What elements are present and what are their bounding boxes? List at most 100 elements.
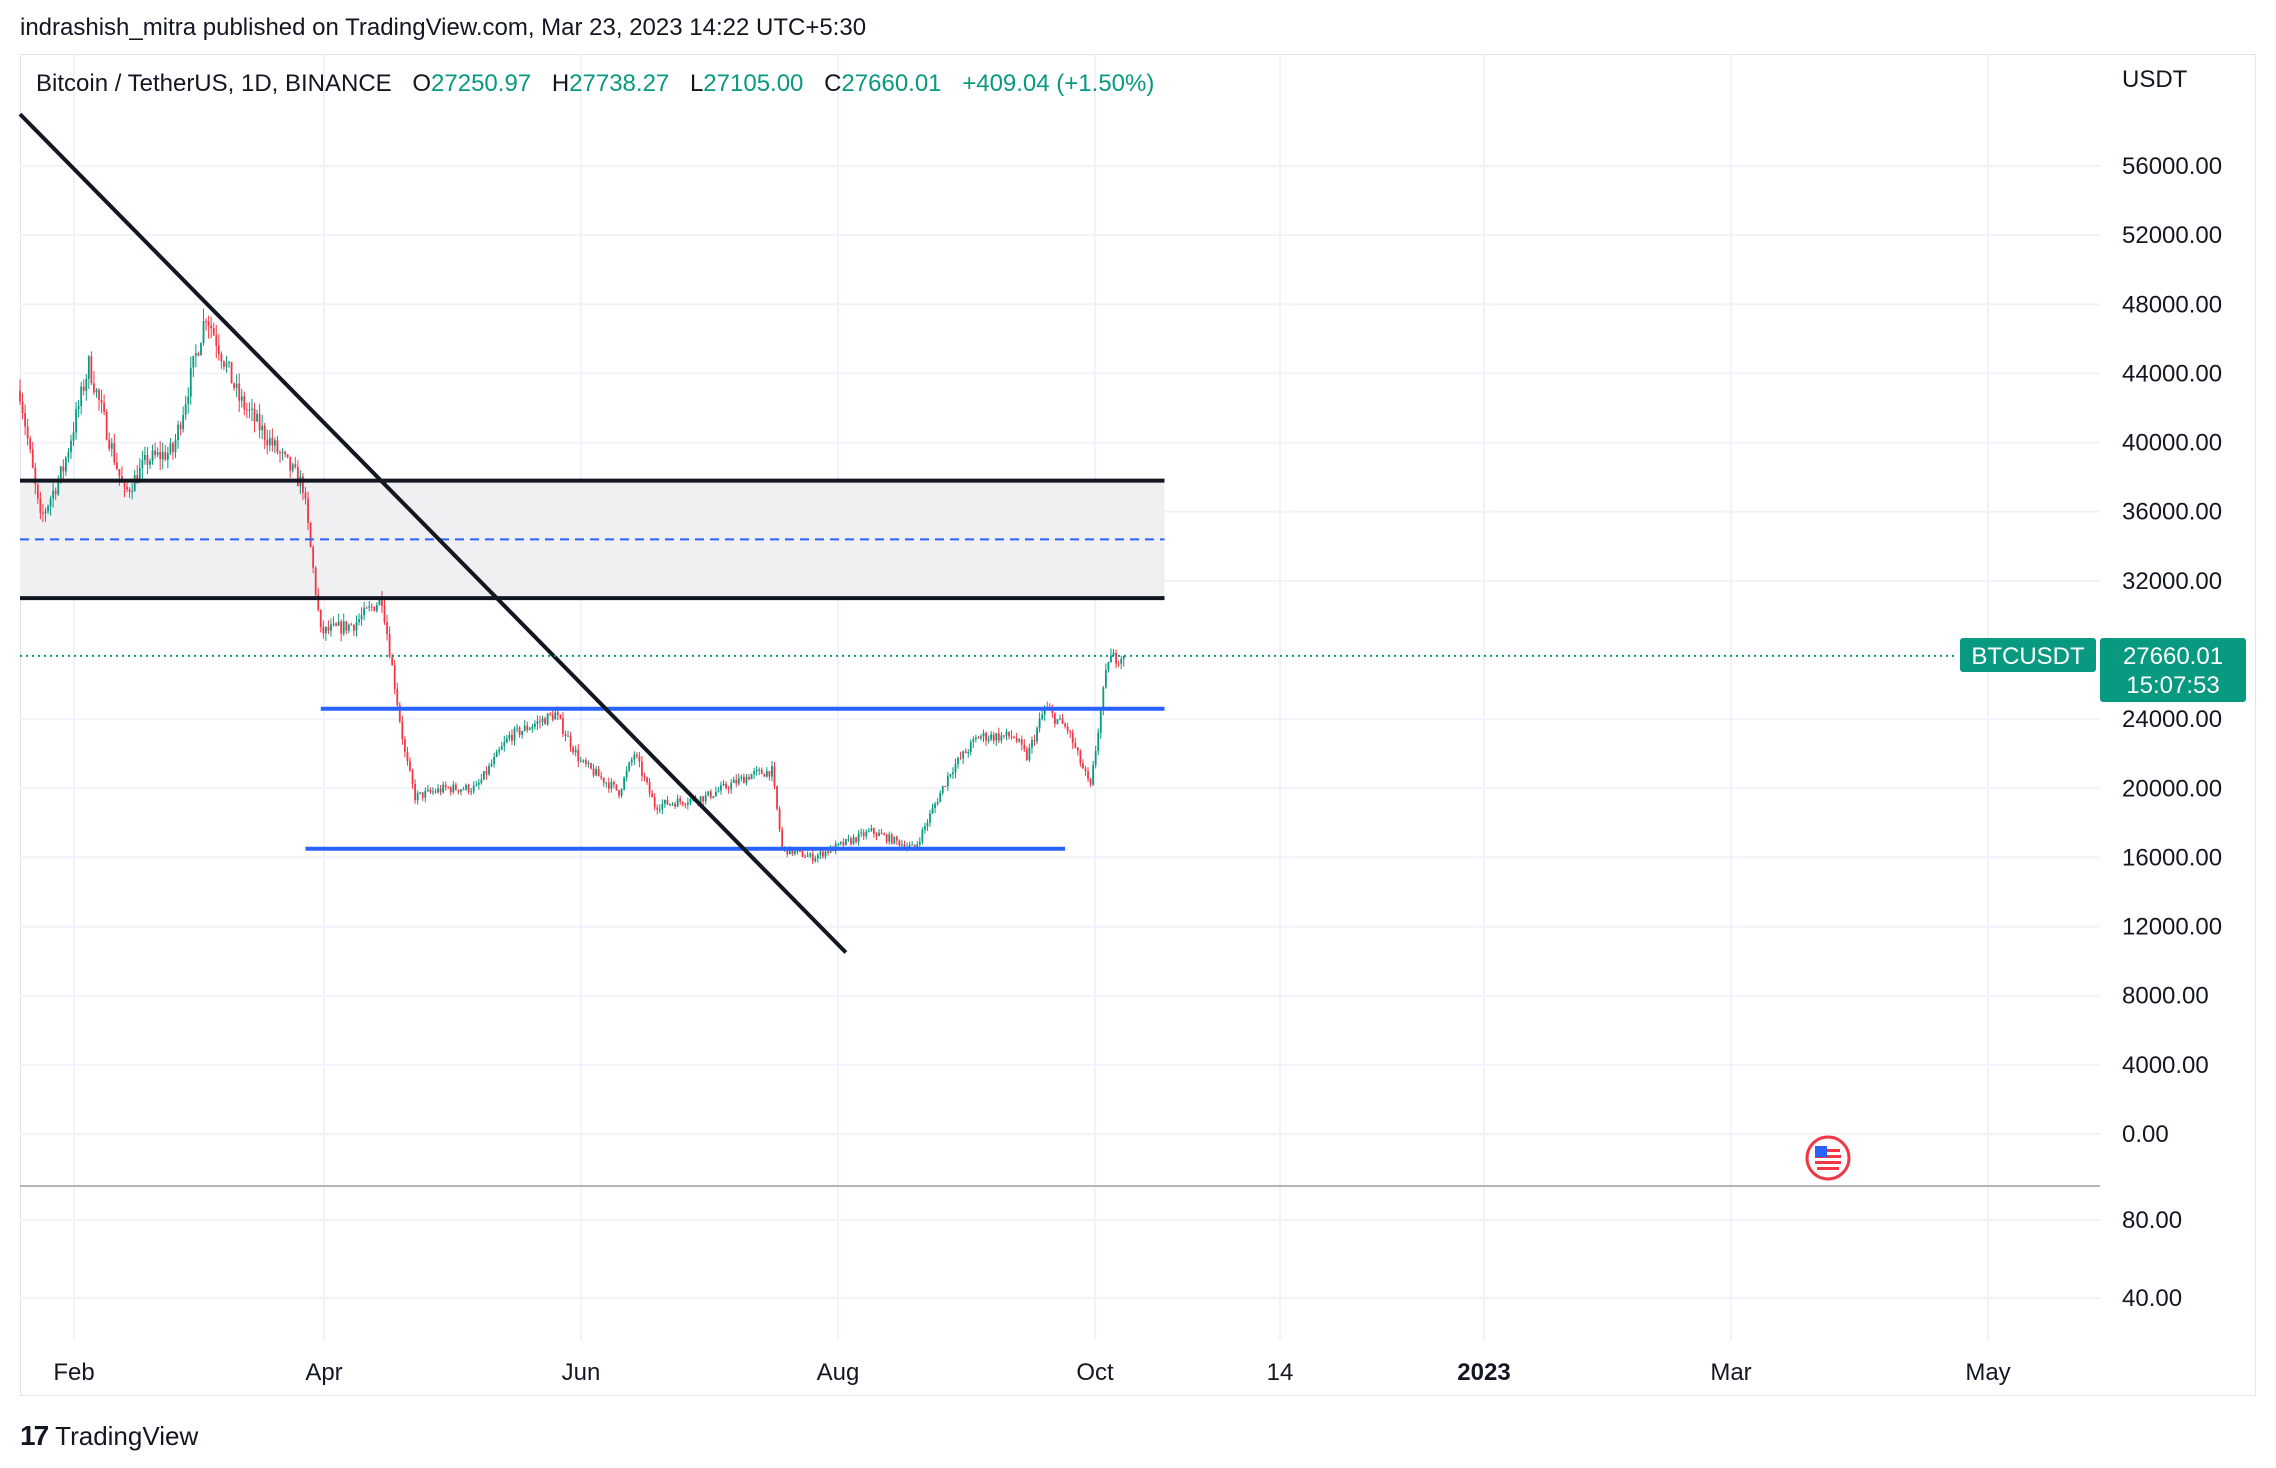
candle-body [271,438,274,446]
candle-body [205,321,207,323]
candle-body [811,853,814,862]
candle-body [957,757,959,765]
candle-body [276,440,279,453]
downtrend-line[interactable] [18,112,848,954]
candle-body [556,712,559,715]
candle-body [689,798,692,803]
candle-body [314,567,317,595]
candle-body [587,763,590,765]
candle-body [44,511,47,514]
legend-symbol[interactable]: Bitcoin / TetherUS, 1D, BINANCE [36,70,392,97]
legend-open-value: 27250.97 [431,70,532,97]
candle-body [1013,737,1016,739]
legend-high-value: 27738.27 [569,70,670,97]
candle-body [447,787,450,789]
candle-body [335,623,337,626]
candle-body [544,718,546,725]
candle-body [1033,740,1036,742]
candle-body [584,760,587,765]
candle-body [251,408,253,410]
candle-body [743,776,745,784]
candle-body [967,751,970,754]
candle-body [1059,718,1061,720]
candle-body [465,784,467,790]
candle-body [307,498,309,523]
candle-body [722,783,725,786]
candle-body [149,460,151,465]
candle-body [987,739,990,741]
candle-body [686,802,689,805]
candle-body [166,452,169,460]
candle-body [707,791,710,796]
candle-body [526,725,529,730]
candle-body [551,714,554,720]
candle-body [59,466,62,480]
candle-body [238,383,241,401]
candle-body [969,741,972,752]
legend-open-label: O [412,70,432,97]
candle-body [822,851,824,857]
candle-body [322,626,325,634]
drawings[interactable] [18,112,1165,954]
candle-body [419,792,422,794]
candle-body [605,782,608,784]
flag-icon[interactable] [1805,1135,1851,1181]
candle-body [878,832,880,836]
candle-body [472,785,475,792]
candle-body [554,712,557,720]
candle-body [340,621,343,634]
candle-body [317,594,320,610]
candle-body [740,776,743,779]
price-tag[interactable]: BTCUSDT 27660.01 15:07:53 [1960,638,2246,702]
candle-body [174,440,177,453]
legend-close-value: 27660.01 [841,70,942,97]
candle-body [771,766,773,777]
time-tick-label: May [1965,1359,2010,1386]
candle-body [457,789,460,792]
footer[interactable]: 17 TradingView [20,1420,198,1452]
candle-body [539,721,541,723]
candle-body [184,403,187,415]
candle-body [330,624,332,631]
candle-body [424,790,427,798]
time-axis[interactable]: Feb Apr Jun Aug Oct 14 2023 Mar May [53,1359,2010,1386]
candle-body [332,623,335,625]
candle-body [880,832,883,835]
candle-body [437,788,439,793]
candle-body [490,763,493,766]
candle-body [108,439,111,449]
candle-body [284,451,286,455]
candle-body [949,774,952,776]
candle-body [1031,740,1033,748]
candle-body [521,730,524,735]
candle-body [816,855,819,859]
candle-body [146,454,149,465]
candle-body [1015,737,1018,742]
candle-body [666,799,669,805]
candle-body [964,751,967,754]
candle-body [638,756,641,762]
candle-body [778,808,781,830]
candle-body [875,833,878,836]
candle-body [98,389,100,400]
candle-body [1056,719,1059,724]
candle-body [1066,726,1069,732]
price-axis[interactable]: 56000.00 52000.00 48000.00 44000.00 40000.00… [2122,153,2222,1148]
candle-body [1000,735,1003,741]
candle-body [1043,707,1046,715]
candle-body [235,383,238,388]
candle-body [103,403,106,412]
candle-body [1089,778,1092,785]
candle-body [533,723,536,727]
time-tick-label: Jun [562,1359,601,1386]
candle-body [57,479,60,495]
candle-body [597,768,600,777]
candle-body [901,844,903,846]
candles [19,308,1125,864]
candle-body [992,734,995,741]
candle-body [296,466,299,487]
candle-body [258,413,261,431]
candle-body [1099,709,1102,733]
candle-body [77,405,80,410]
